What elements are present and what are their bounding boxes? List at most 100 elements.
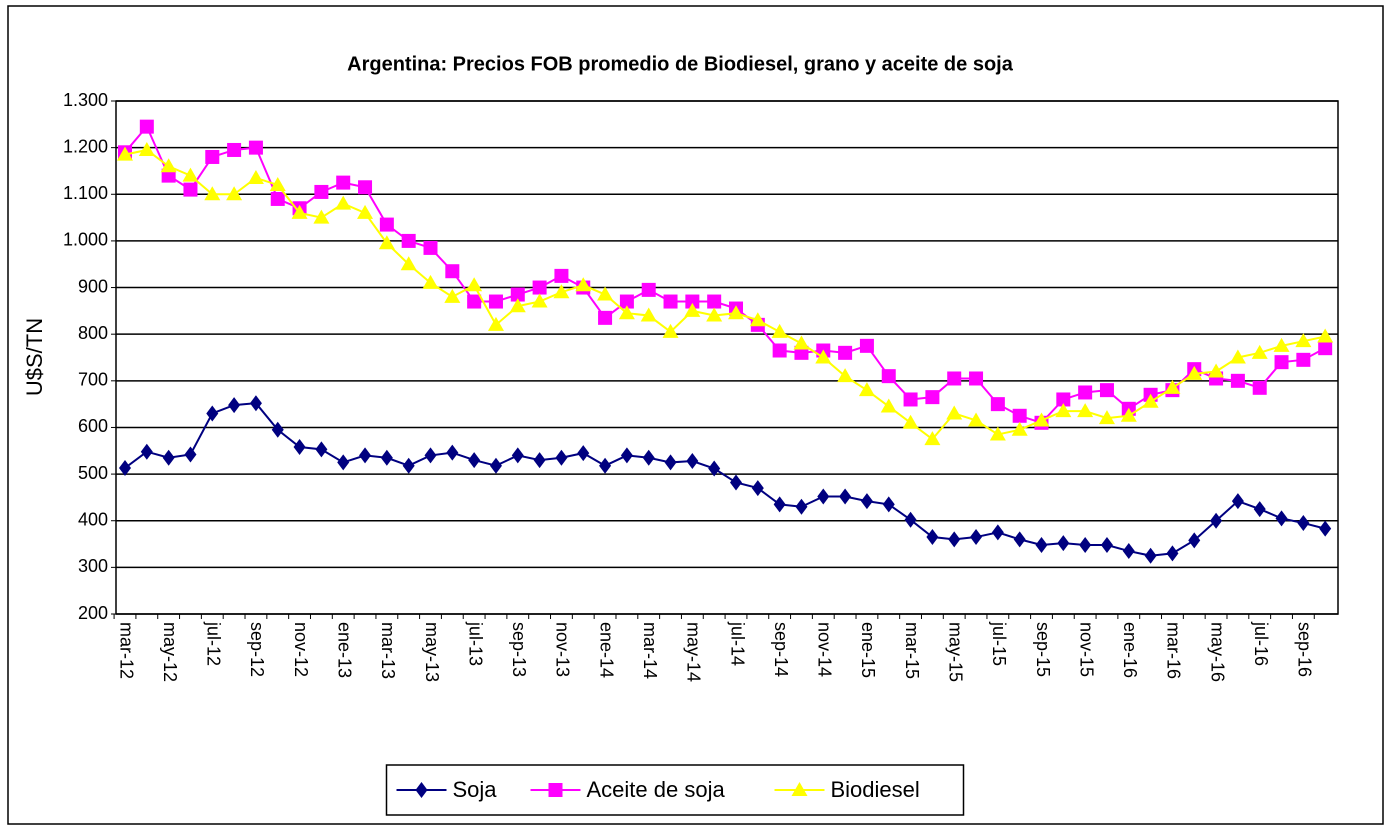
data-point xyxy=(139,119,154,134)
data-point xyxy=(315,441,328,458)
data-point xyxy=(1275,510,1288,527)
x-tick-label: may-16 xyxy=(1207,622,1227,682)
y-tick-label: 800 xyxy=(78,323,108,343)
legend-label: Soja xyxy=(453,777,498,802)
data-point xyxy=(902,414,919,429)
data-point xyxy=(598,310,613,325)
data-point xyxy=(337,454,350,471)
data-point xyxy=(227,142,242,157)
data-point xyxy=(380,449,393,466)
data-point xyxy=(532,280,547,295)
data-point xyxy=(859,338,874,353)
x-tick-label: jul-13 xyxy=(465,621,485,666)
data-point xyxy=(969,371,984,386)
x-tick-label: mar-16 xyxy=(1164,622,1184,679)
data-point xyxy=(749,312,766,327)
data-point xyxy=(1077,403,1094,418)
x-tick-label: nov-15 xyxy=(1076,622,1096,677)
data-point xyxy=(815,349,832,364)
data-point xyxy=(663,294,678,309)
data-point xyxy=(1012,408,1027,423)
data-point xyxy=(730,474,742,491)
x-tick-label: ene-14 xyxy=(596,622,616,678)
x-tick-label: mar-15 xyxy=(902,622,922,679)
data-point xyxy=(488,294,503,309)
x-tick-label: may-14 xyxy=(684,622,704,682)
data-point xyxy=(1142,393,1159,408)
y-tick-label: 300 xyxy=(78,556,108,576)
data-point xyxy=(489,457,502,474)
data-point xyxy=(533,452,546,469)
data-point xyxy=(599,457,612,474)
data-point xyxy=(948,531,961,548)
data-point xyxy=(773,496,786,513)
data-point xyxy=(509,298,526,313)
y-axis-label: U$S/TN xyxy=(22,318,47,396)
data-point xyxy=(249,395,262,412)
data-point xyxy=(445,264,460,279)
data-point xyxy=(1273,337,1290,352)
data-point xyxy=(642,449,655,466)
data-point xyxy=(989,426,1006,441)
data-point xyxy=(117,146,133,161)
data-point xyxy=(575,277,592,292)
x-tick-label: may-12 xyxy=(160,622,180,682)
data-point xyxy=(359,447,372,464)
legend-box xyxy=(385,764,965,816)
data-point xyxy=(531,293,548,308)
x-tick-label: mar-12 xyxy=(116,622,136,679)
data-point xyxy=(882,496,895,513)
data-point xyxy=(1144,547,1157,564)
data-point xyxy=(271,421,284,438)
data-point xyxy=(446,444,459,461)
data-point xyxy=(1078,385,1093,400)
data-point xyxy=(771,323,788,338)
data-point xyxy=(358,180,373,195)
x-tick-label: ene-16 xyxy=(1120,622,1140,678)
y-tick-label: 500 xyxy=(78,463,108,483)
data-point xyxy=(1166,545,1179,562)
data-point xyxy=(357,204,374,219)
data-point xyxy=(1098,410,1115,425)
data-point xyxy=(707,294,722,309)
data-point xyxy=(577,445,590,462)
data-point xyxy=(990,397,1005,412)
data-point xyxy=(401,233,416,248)
data-point xyxy=(422,274,439,289)
y-tick-label: 1.100 xyxy=(63,183,108,203)
data-point xyxy=(336,175,351,190)
data-point xyxy=(880,398,897,413)
data-point xyxy=(1035,536,1048,553)
legend-marker xyxy=(548,783,563,797)
data-point xyxy=(664,454,677,471)
data-point xyxy=(1100,536,1113,553)
y-tick-label: 1.200 xyxy=(63,136,108,156)
data-point xyxy=(1295,333,1312,348)
data-point xyxy=(205,149,220,164)
data-point xyxy=(640,307,657,322)
x-tick-label: nov-14 xyxy=(815,622,835,677)
data-point xyxy=(313,209,330,224)
data-point xyxy=(204,186,221,201)
data-point xyxy=(662,323,679,338)
data-point xyxy=(466,277,483,292)
data-point xyxy=(1164,379,1181,394)
legend-label: Biodiesel xyxy=(831,777,920,802)
data-point xyxy=(837,368,854,383)
data-point xyxy=(1033,412,1050,427)
y-tick-label: 600 xyxy=(78,416,108,436)
data-point xyxy=(1079,536,1092,553)
data-point xyxy=(444,288,461,303)
data-point xyxy=(925,390,940,405)
data-point xyxy=(424,447,437,464)
data-point xyxy=(335,195,352,210)
x-tick-label: jul-16 xyxy=(1251,621,1271,666)
data-point xyxy=(1229,349,1246,364)
x-tick-label: sep-12 xyxy=(247,622,267,677)
y-tick-label: 700 xyxy=(78,370,108,390)
data-point xyxy=(554,268,569,283)
x-tick-label: jul-14 xyxy=(727,621,747,666)
data-point xyxy=(1297,515,1310,532)
data-point xyxy=(685,294,700,309)
legend-marker xyxy=(791,782,808,796)
